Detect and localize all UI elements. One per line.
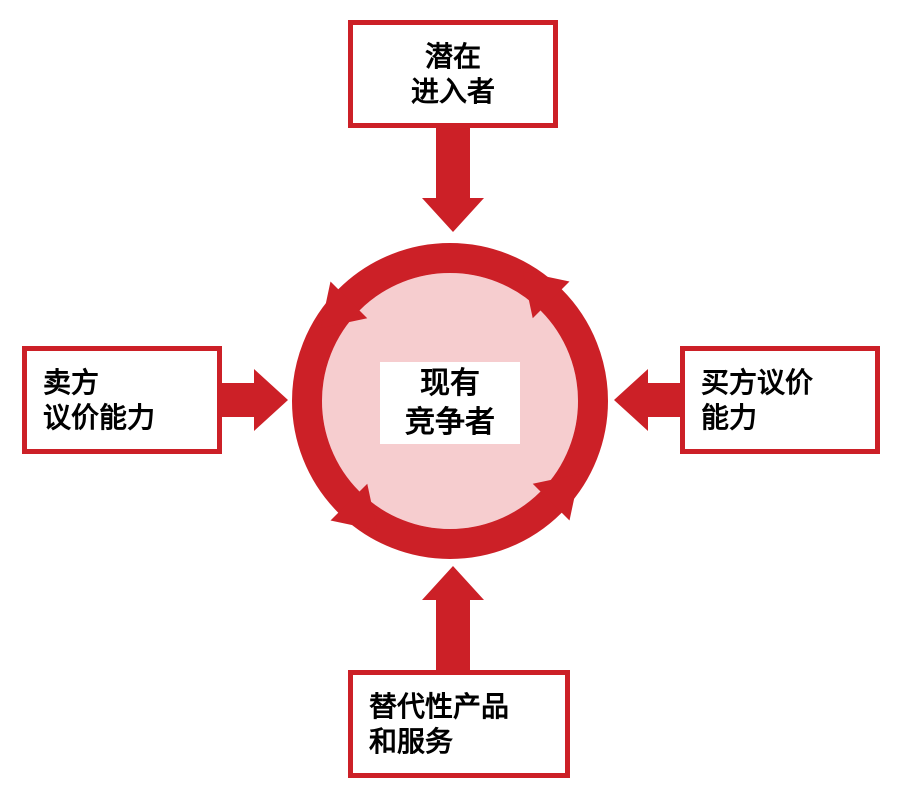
box-supplier-power: 卖方 议价能力	[22, 346, 222, 454]
box-label: 买方议价 能力	[701, 365, 813, 435]
box-label: 替代性产品 和服务	[369, 689, 509, 759]
center-label-text: 现有 竞争者	[405, 364, 495, 442]
box-label: 卖方 议价能力	[43, 365, 155, 435]
box-buyer-power: 买方议价 能力	[680, 346, 880, 454]
center-competitors: 现有 竞争者	[380, 362, 520, 444]
box-substitutes: 替代性产品 和服务	[348, 670, 570, 778]
five-forces-diagram: 潜在 进入者 卖方 议价能力 买方议价 能力 替代性产品 和服务 现有 竞争者	[0, 0, 900, 801]
box-potential-entrants: 潜在 进入者	[348, 20, 558, 128]
box-label: 潜在 进入者	[411, 39, 495, 109]
